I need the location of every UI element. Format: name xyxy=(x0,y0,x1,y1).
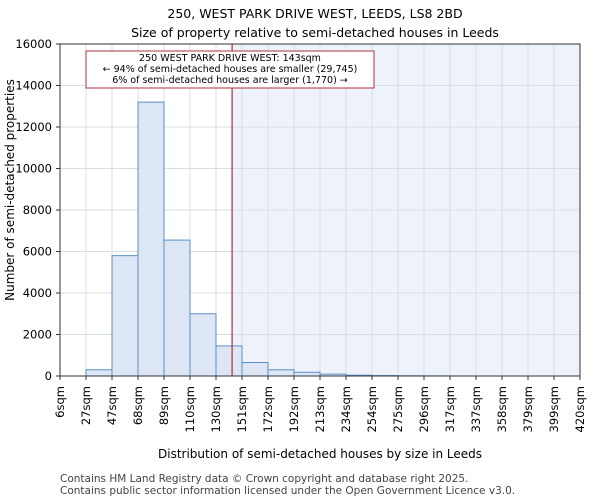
x-tick-label: 27sqm xyxy=(79,386,93,425)
x-tick-label: 68sqm xyxy=(131,386,145,425)
annotation-box xyxy=(85,50,375,89)
x-tick-label: 6sqm xyxy=(53,386,67,418)
histogram-bar xyxy=(215,345,243,377)
y-tick-label: 10000 xyxy=(15,162,52,176)
y-axis-ticks: 0 2000 4000 6000 8000 10000 12000 14000 16000 xyxy=(15,37,60,383)
x-tick-label: 213sqm xyxy=(313,386,327,432)
histogram-bar xyxy=(267,369,295,377)
x-axis-label: Distribution of semi-detached houses by … xyxy=(158,447,482,461)
x-tick-label: 110sqm xyxy=(183,386,197,432)
x-tick-label: 254sqm xyxy=(365,386,379,432)
annotation-line-3: 6% of semi-detached houses are larger (1… xyxy=(112,75,348,86)
x-tick-label: 151sqm xyxy=(235,386,249,432)
x-tick-label: 172sqm xyxy=(261,386,275,432)
annotation-line-1: 250 WEST PARK DRIVE WEST: 143sqm xyxy=(139,53,321,64)
y-tick-label: 4000 xyxy=(23,286,52,300)
y-tick-label: 0 xyxy=(45,369,52,383)
x-tick-label: 130sqm xyxy=(209,386,223,432)
histogram-bar xyxy=(163,239,191,377)
histogram-bar xyxy=(189,313,217,377)
x-tick-label: 379sqm xyxy=(521,386,535,432)
y-tick-label: 6000 xyxy=(23,245,52,259)
x-tick-label: 47sqm xyxy=(105,386,119,425)
histogram-bar xyxy=(85,369,113,377)
marker-annotation: 250 WEST PARK DRIVE WEST: 143sqm ← 94% o… xyxy=(85,50,375,89)
x-tick-label: 89sqm xyxy=(157,386,171,425)
y-tick-label: 16000 xyxy=(15,37,52,51)
histogram-bar xyxy=(111,255,139,377)
x-tick-label: 192sqm xyxy=(287,386,301,432)
annotation-line-2: ← 94% of semi-detached houses are smalle… xyxy=(103,64,358,75)
x-tick-label: 275sqm xyxy=(391,386,405,432)
footer-line-1: Contains HM Land Registry data © Crown c… xyxy=(60,473,468,485)
x-tick-label: 420sqm xyxy=(573,386,587,432)
y-tick-label: 14000 xyxy=(15,79,52,93)
x-tick-label: 399sqm xyxy=(547,386,561,432)
chart-subtitle: Size of property relative to semi-detach… xyxy=(131,25,499,40)
histogram-bar xyxy=(137,101,165,377)
chart-title: 250, WEST PARK DRIVE WEST, LEEDS, LS8 2B… xyxy=(167,6,462,21)
x-tick-label: 296sqm xyxy=(417,386,431,432)
x-tick-label: 317sqm xyxy=(443,386,457,432)
footer-line-2: Contains public sector information licen… xyxy=(60,485,515,497)
histogram-bar xyxy=(241,362,269,377)
y-tick-label: 12000 xyxy=(15,120,52,134)
y-axis-label: Number of semi-detached properties xyxy=(3,79,17,301)
y-tick-label: 2000 xyxy=(23,328,52,342)
histogram-bar xyxy=(293,371,321,377)
x-tick-label: 234sqm xyxy=(339,386,353,432)
x-axis-ticks: 6sqm 27sqm 47sqm 68sqm 89sqm 110sqm 130sqm 151s… xyxy=(53,376,587,432)
y-tick-label: 8000 xyxy=(23,203,52,217)
x-tick-label: 358sqm xyxy=(495,386,509,432)
x-tick-label: 337sqm xyxy=(469,386,483,432)
